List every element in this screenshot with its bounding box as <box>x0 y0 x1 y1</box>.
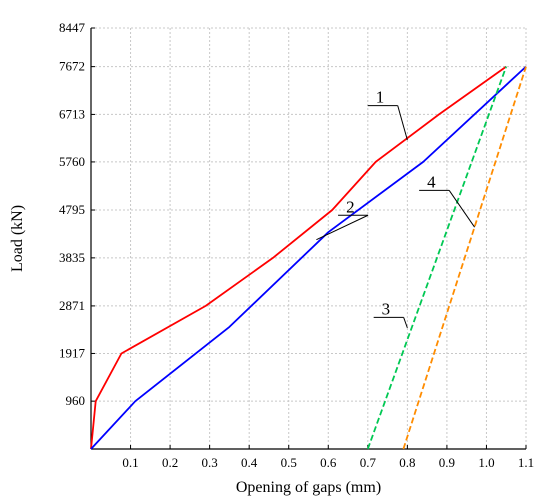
axes <box>90 27 527 450</box>
annotation-leader <box>403 317 408 329</box>
x-tick-label: 1.1 <box>518 455 534 470</box>
x-tick-label: 0.4 <box>241 455 258 470</box>
annotation-leader <box>316 214 369 241</box>
annotations: 1 2 3 4 <box>316 88 476 329</box>
series-label-3: 3 <box>382 299 391 318</box>
y-tick-label: 8447 <box>59 20 86 35</box>
series-1-line <box>90 65 507 450</box>
annotation-leader <box>448 190 476 228</box>
tick-labels: 0.1 0.2 0.3 0.4 0.5 0.6 0.7 0.8 0.9 1.0 1.1 960 1917… <box>59 20 534 470</box>
y-axis-title: Load (kN) <box>9 205 26 272</box>
series-label-1: 1 <box>376 88 385 107</box>
x-tick-label: 0.3 <box>202 455 218 470</box>
x-tick-label: 0.9 <box>439 455 455 470</box>
y-tick-label: 1917 <box>59 345 86 360</box>
y-tick-label: 960 <box>66 393 86 408</box>
series-2-line <box>90 65 527 450</box>
annotation-leader <box>397 105 408 141</box>
x-axis-title: Opening of gaps (mm) <box>236 479 381 496</box>
series-label-4: 4 <box>427 172 436 191</box>
grid <box>91 27 527 449</box>
x-tick-label: 0.2 <box>162 455 178 470</box>
y-tick-label: 6713 <box>59 106 85 121</box>
x-tick-label: 0.8 <box>399 455 415 470</box>
x-tick-label: 0.5 <box>281 455 297 470</box>
series-label-2: 2 <box>346 197 355 216</box>
y-tick-label: 2871 <box>59 298 85 313</box>
x-tick-label: 0.7 <box>360 455 377 470</box>
series-group <box>90 65 527 450</box>
y-tick-label: 5760 <box>59 154 85 169</box>
y-tick-label: 4795 <box>59 202 85 217</box>
y-tick-label: 3835 <box>59 250 85 265</box>
x-tick-label: 1.0 <box>478 455 494 470</box>
series-4-line <box>402 66 527 450</box>
y-tick-label: 7672 <box>59 59 85 74</box>
series-3-line <box>366 66 508 450</box>
x-tick-label: 0.6 <box>320 455 337 470</box>
x-tick-label: 0.1 <box>122 455 138 470</box>
